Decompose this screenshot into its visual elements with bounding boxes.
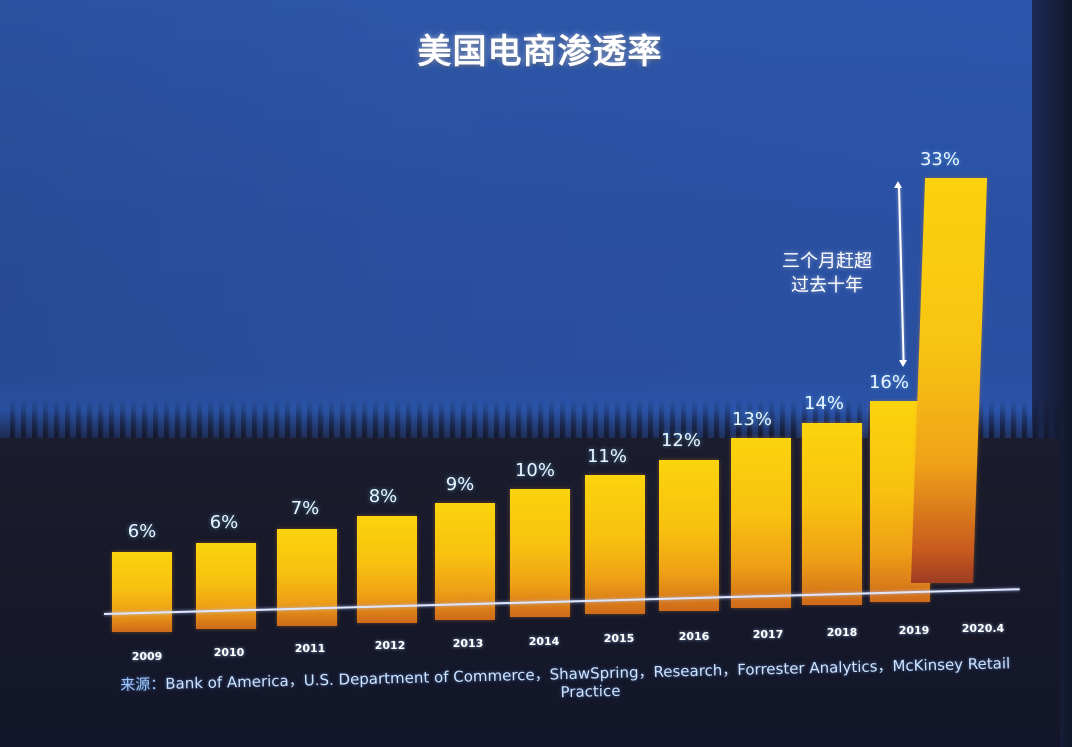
x-tick-2009: 2009 xyxy=(131,650,163,663)
bar-2017 xyxy=(731,438,791,608)
value-label-2009: 6% xyxy=(127,521,157,542)
bar-2018 xyxy=(802,423,862,605)
value-label-2010: 6% xyxy=(209,512,239,533)
bar-2014 xyxy=(510,489,570,617)
x-tick-2016: 2016 xyxy=(678,630,710,643)
chart-title: 美国电商渗透率 xyxy=(417,32,663,72)
x-tick-2011: 2011 xyxy=(294,642,326,655)
value-label-2017: 13% xyxy=(731,409,772,430)
arrow-up-icon xyxy=(894,181,902,188)
value-label-2015: 11% xyxy=(586,446,627,467)
bar-2009 xyxy=(112,552,172,632)
bar-2011 xyxy=(277,529,337,626)
x-tick-2013: 2013 xyxy=(452,637,484,650)
source-label: 来源： xyxy=(120,674,166,694)
x-tick-2010: 2010 xyxy=(213,646,245,659)
bar-2015 xyxy=(585,475,645,614)
value-label-2014: 10% xyxy=(514,460,555,481)
value-label-2019: 16% xyxy=(868,372,909,393)
x-tick-2012: 2012 xyxy=(374,639,406,652)
growth-annotation: 三个月赶超 过去十年 xyxy=(772,250,882,298)
x-tick-2018: 2018 xyxy=(826,626,858,639)
x-tick-2017: 2017 xyxy=(752,628,784,641)
double-arrow-line xyxy=(898,185,905,364)
value-label-2020-4: 33% xyxy=(919,149,960,170)
annotation-line-2: 过去十年 xyxy=(791,275,863,296)
x-tick-2020-4: 2020.4 xyxy=(961,622,1005,635)
x-tick-2019: 2019 xyxy=(898,624,930,637)
value-label-2013: 9% xyxy=(445,474,475,495)
x-tick-2015: 2015 xyxy=(603,632,635,645)
value-label-2012: 8% xyxy=(368,486,398,507)
bar-2013 xyxy=(435,503,495,620)
bar-2016 xyxy=(659,460,719,611)
arrow-down-icon xyxy=(899,360,907,367)
annotation-line-1: 三个月赶超 xyxy=(782,251,872,272)
x-tick-2014: 2014 xyxy=(528,635,560,648)
value-label-2018: 14% xyxy=(803,393,844,414)
bar-2010 xyxy=(196,543,256,629)
value-label-2011: 7% xyxy=(290,498,320,519)
value-label-2016: 12% xyxy=(660,430,701,451)
